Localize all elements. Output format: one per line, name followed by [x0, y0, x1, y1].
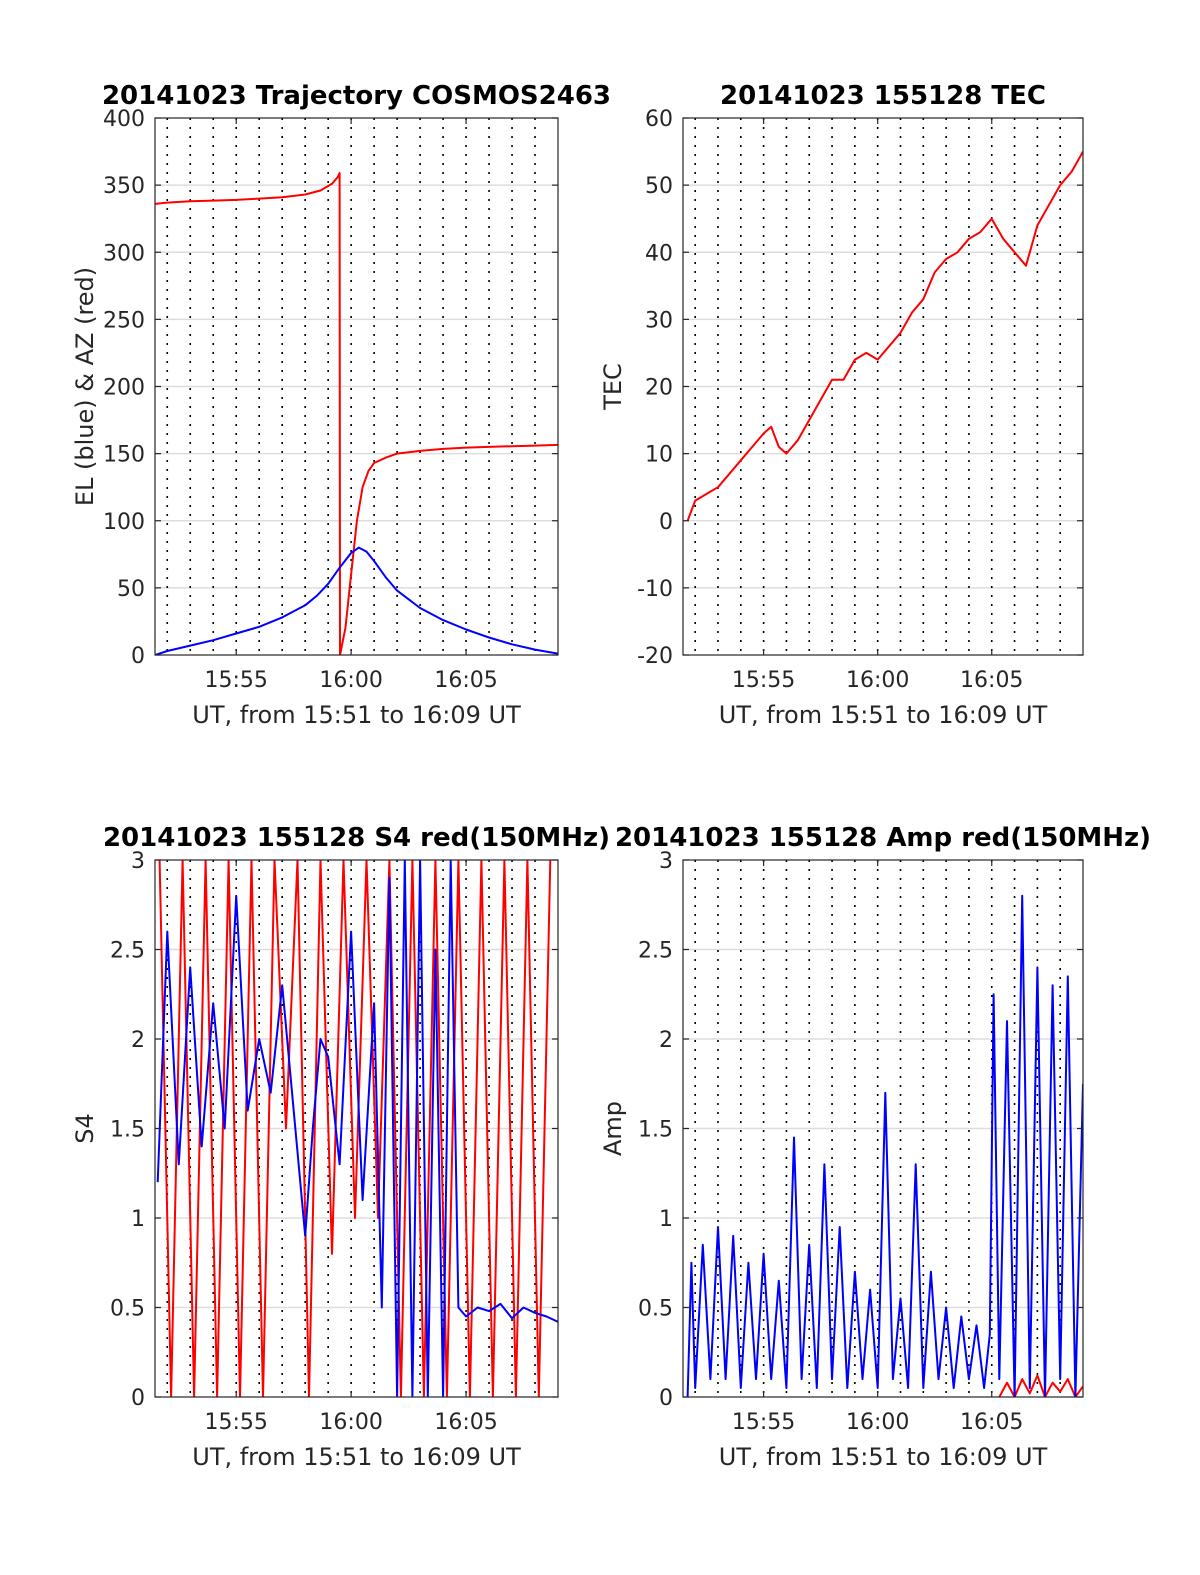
y-tick-label: 400 — [103, 107, 145, 132]
chart-4: 0 0.5 1 1.5 2 2.5 3 15:55 16:00 16:05 20141023 155… — [599, 823, 1151, 1471]
x-tick-label: 16:05 — [434, 1410, 497, 1435]
x-tick-label: 16:00 — [846, 1410, 909, 1435]
y-tick-label: 2.5 — [638, 939, 673, 964]
y-tick-label: 0 — [659, 1386, 673, 1411]
y-tick-label: 3 — [131, 849, 145, 874]
chart-title: 20141023 155128 Amp red(150MHz) — [615, 823, 1151, 853]
y-tick-label: 1 — [659, 1207, 673, 1232]
y-tick-label: 10 — [645, 443, 673, 468]
x-axis-label: UT, from 15:51 to 16:09 UT — [719, 1443, 1048, 1471]
y-tick-label: 50 — [645, 174, 673, 199]
y-tick-label: 1.5 — [110, 1118, 145, 1143]
y-tick-label: 2 — [659, 1028, 673, 1053]
series-2-line — [155, 546, 558, 655]
series-1-line — [998, 1374, 1083, 1397]
x-tick-label: 15:55 — [205, 1410, 268, 1435]
y-tick-label: 30 — [645, 308, 673, 333]
y-axis-label: TEC — [599, 363, 627, 411]
y-tick-label: 300 — [103, 241, 145, 266]
chart-title: 20141023 155128 S4 red(150MHz) — [103, 823, 610, 853]
y-tick-label: 200 — [103, 376, 145, 401]
x-axis-label: UT, from 15:51 to 16:09 UT — [719, 701, 1048, 729]
chart-3: 0 0.5 1 1.5 2 2.5 3 15:55 16:00 16:05 20141023 155… — [71, 823, 610, 1471]
y-tick-label: 0 — [131, 644, 145, 669]
y-tick-label: 3 — [659, 849, 673, 874]
y-tick-label: 250 — [103, 308, 145, 333]
x-tick-label: 15:55 — [205, 668, 268, 693]
series-1-line — [155, 172, 558, 655]
y-tick-label: 40 — [645, 241, 673, 266]
y-tick-label: 100 — [103, 510, 145, 535]
chart-title: 20141023 Trajectory COSMOS2463 — [102, 81, 611, 111]
chart-1: 0 50 100 150 200 250 300 350 400 15:55 16:00 16:05 2… — [71, 81, 611, 729]
series-1-line — [158, 860, 552, 1397]
y-tick-label: -20 — [637, 644, 673, 669]
x-tick-label: 16:05 — [960, 668, 1023, 693]
y-tick-label: 0 — [131, 1386, 145, 1411]
y-tick-label: 2.5 — [110, 939, 145, 964]
x-tick-label: 16:00 — [319, 668, 382, 693]
y-tick-label: 150 — [103, 443, 145, 468]
x-tick-label: 16:00 — [846, 668, 909, 693]
x-tick-label: 15:55 — [732, 668, 795, 693]
y-tick-label: 0 — [659, 510, 673, 535]
y-tick-label: 60 — [645, 107, 673, 132]
y-tick-label: 1 — [131, 1207, 145, 1232]
y-tick-label: 350 — [103, 174, 145, 199]
series-2-line — [156, 860, 558, 1397]
chart-title: 20141023 155128 TEC — [720, 81, 1046, 111]
y-tick-label: 20 — [645, 376, 673, 401]
y-tick-label: 0.5 — [638, 1297, 673, 1322]
chart-2: -20 -10 0 10 20 30 40 50 60 15:55 16:00 16:05 201410… — [599, 81, 1084, 729]
y-axis-label: Amp — [599, 1101, 627, 1156]
x-tick-label: 16:05 — [434, 668, 497, 693]
series-2-line — [686, 894, 1083, 1397]
y-axis-label: EL (blue) & AZ (red) — [71, 267, 99, 506]
y-tick-label: 0.5 — [110, 1297, 145, 1322]
y-axis-label: S4 — [71, 1113, 99, 1144]
y-tick-label: 2 — [131, 1028, 145, 1053]
x-tick-label: 16:00 — [319, 1410, 382, 1435]
series-1-line — [686, 151, 1083, 522]
y-tick-label: 1.5 — [638, 1118, 673, 1143]
x-axis-label: UT, from 15:51 to 16:09 UT — [192, 701, 521, 729]
x-tick-label: 15:55 — [732, 1410, 795, 1435]
x-axis-label: UT, from 15:51 to 16:09 UT — [192, 1443, 521, 1471]
x-tick-label: 16:05 — [960, 1410, 1023, 1435]
y-tick-label: 50 — [117, 577, 145, 602]
y-tick-label: -10 — [637, 577, 673, 602]
